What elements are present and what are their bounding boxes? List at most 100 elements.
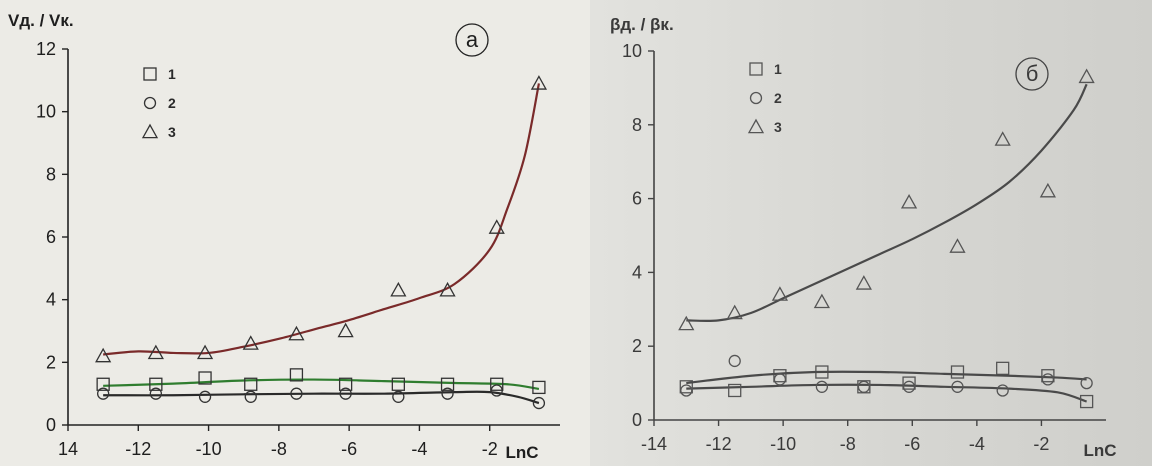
data-point (773, 373, 787, 386)
data-point (773, 369, 787, 383)
legend-marker-1 (749, 62, 763, 76)
y-axis-title: βд. / βк. (610, 15, 674, 34)
y-tick-label: 8 (46, 164, 56, 184)
data-point (488, 219, 505, 234)
x-tick-label: -12 (125, 439, 151, 459)
data-point (855, 275, 872, 290)
data-point (728, 354, 741, 368)
y-tick-label: 4 (46, 290, 56, 310)
series-1 (679, 361, 1094, 409)
fit-curve-2 (103, 390, 540, 405)
data-point (679, 380, 693, 394)
data-point (440, 377, 455, 391)
data-point (902, 376, 916, 390)
panel-label-circle (1015, 57, 1049, 91)
y-tick-label: 8 (632, 115, 642, 135)
x-tick-label: -10 (770, 434, 796, 454)
y-tick-label: 12 (36, 39, 56, 59)
legend-label-1: 1 (774, 61, 782, 77)
data-point (678, 315, 695, 331)
data-point (244, 390, 257, 403)
x-tick-label: -14 (641, 434, 667, 454)
data-point (391, 377, 405, 391)
data-point (1041, 373, 1055, 386)
data-point (149, 377, 163, 391)
x-tick-label: -6 (341, 439, 357, 459)
data-point (244, 377, 258, 391)
data-point (813, 293, 830, 309)
data-point (338, 377, 353, 391)
series-2 (96, 384, 546, 410)
panel-b-background (590, 0, 1152, 466)
data-point (196, 344, 214, 360)
x-tick-label: -8 (271, 439, 287, 459)
data-point (1039, 182, 1056, 198)
data-point (288, 325, 305, 341)
y-tick-label: 2 (46, 352, 56, 372)
x-axis-title: LnC (505, 443, 538, 462)
data-point (1079, 394, 1094, 409)
y-tick-label: 6 (46, 227, 56, 247)
data-point (728, 383, 742, 398)
data-point (337, 322, 354, 338)
y-axis-title: Vд. / Vк. (8, 11, 74, 30)
x-tick-label: -4 (969, 434, 985, 454)
legend-marker-3 (141, 123, 159, 139)
legend-label-2: 2 (774, 90, 782, 106)
data-point (1080, 376, 1093, 390)
data-point (490, 377, 504, 391)
legend-label-3: 3 (774, 119, 782, 135)
y-tick-label: 10 (36, 102, 56, 122)
legend-label-1: 1 (168, 66, 176, 82)
data-point (532, 380, 546, 395)
panel-label: б (1026, 61, 1039, 86)
data-point (1041, 369, 1055, 383)
data-point (289, 368, 304, 382)
data-point (815, 380, 829, 393)
data-point (147, 344, 164, 360)
data-point (392, 390, 405, 403)
y-tick-label: 0 (632, 410, 642, 430)
data-point (900, 193, 918, 209)
data-point (441, 387, 454, 400)
data-point (96, 387, 110, 400)
data-point (149, 387, 163, 400)
legend-marker-2 (143, 96, 157, 110)
y-tick-label: 4 (632, 262, 642, 282)
x-tick-label: -8 (840, 434, 856, 454)
data-point (439, 281, 456, 297)
fit-curve-3 (103, 83, 540, 356)
legend-marker-3 (747, 118, 765, 134)
legend-marker-2 (749, 91, 763, 105)
data-point (949, 238, 966, 253)
data-point (902, 380, 916, 393)
data-point (857, 380, 871, 393)
data-point (950, 365, 965, 379)
panel-label: a (466, 27, 479, 52)
y-tick-label: 2 (632, 336, 642, 356)
data-point (996, 384, 1009, 397)
legend-label-3: 3 (168, 124, 176, 140)
data-point (242, 335, 259, 350)
x-tick-label: -2 (482, 439, 498, 459)
x-tick-label: -6 (904, 434, 920, 454)
series-2 (680, 354, 1093, 397)
data-point (994, 131, 1011, 146)
data-point (532, 396, 546, 410)
data-point (726, 304, 743, 320)
fit-curve-1 (686, 383, 1087, 403)
fit-curve-2 (686, 370, 1087, 385)
data-point (1078, 68, 1095, 84)
data-point (680, 384, 693, 397)
chart-panel-b: 0 2 4 6 8 10 -14 -12 -10 -8 -6 -4 -2 βд. / βк. LnC б 1 2 3 (610, 15, 1117, 460)
x-tick-label: -4 (411, 439, 427, 459)
data-point (339, 387, 352, 400)
data-point (771, 286, 789, 301)
data-point (198, 390, 212, 403)
data-point (951, 380, 964, 393)
data-point (95, 347, 112, 363)
data-point (290, 387, 303, 400)
